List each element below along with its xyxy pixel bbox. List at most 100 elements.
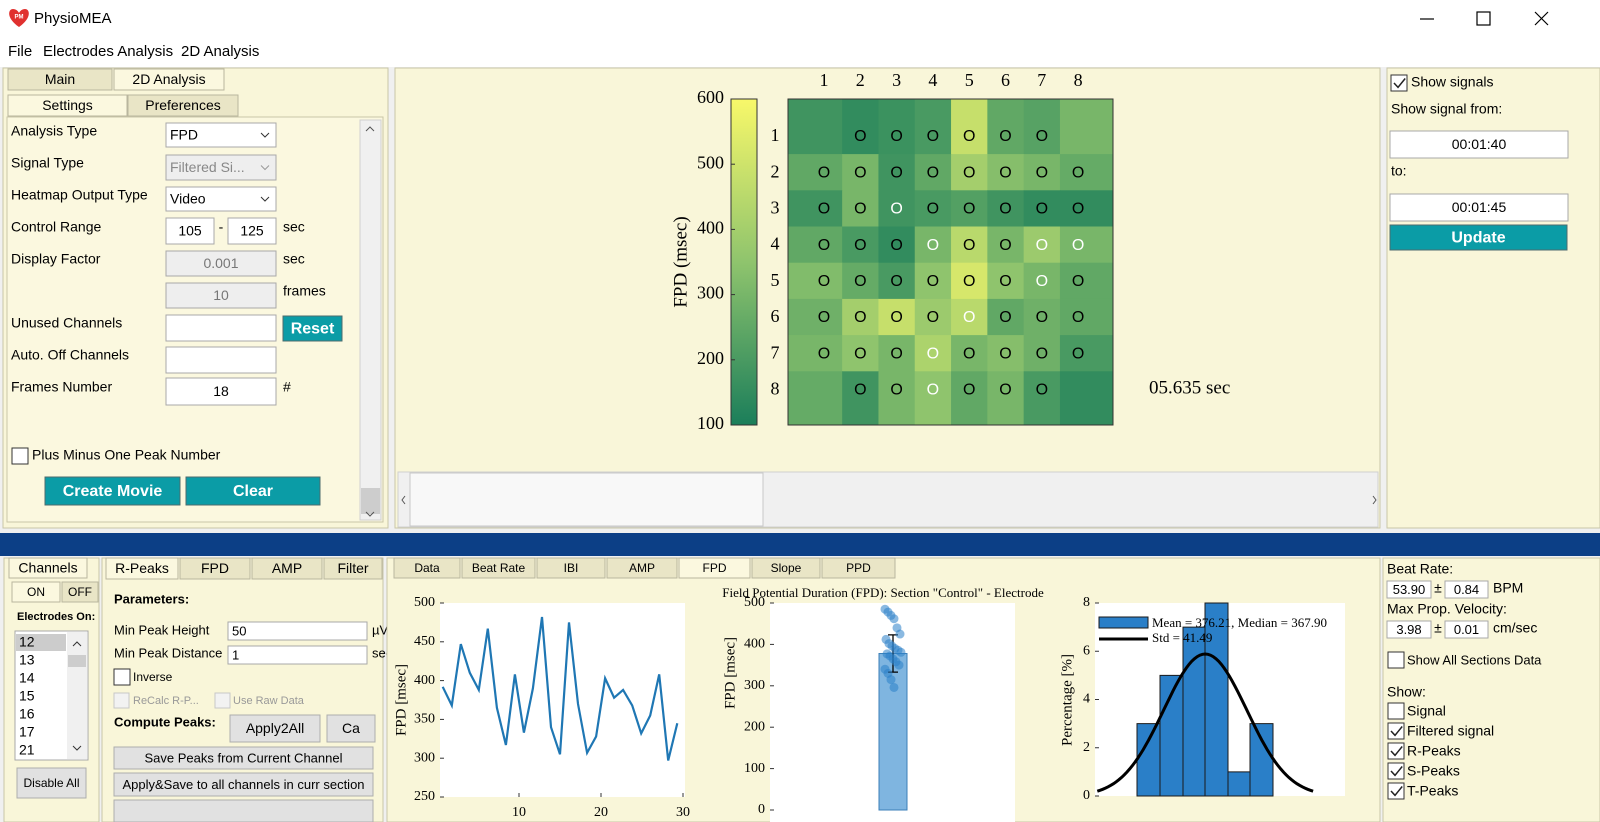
button[interactable] <box>113 799 374 822</box>
column-label: 6 <box>1001 70 1010 90</box>
button[interactable] <box>44 476 181 506</box>
column-label: 1 <box>820 70 829 90</box>
text-field[interactable] <box>165 282 277 309</box>
label: µV <box>372 622 388 637</box>
checkbox[interactable] <box>1387 651 1405 669</box>
heatmap-cell <box>1059 190 1114 227</box>
text-field[interactable] <box>1444 620 1489 639</box>
dropdown[interactable] <box>165 154 277 181</box>
checkbox[interactable] <box>113 668 131 686</box>
tab[interactable] <box>113 68 225 91</box>
tab[interactable] <box>61 581 99 603</box>
text-field[interactable] <box>165 314 277 342</box>
button[interactable] <box>282 315 343 342</box>
dropdown[interactable] <box>165 122 277 148</box>
tab[interactable] <box>751 557 821 579</box>
checkbox[interactable] <box>1387 782 1405 800</box>
field-value: 50 <box>232 623 246 638</box>
button[interactable] <box>16 767 87 799</box>
tab[interactable] <box>105 557 179 580</box>
scroll-thumb[interactable] <box>409 472 764 527</box>
tab-label: OFF <box>68 585 92 599</box>
button[interactable] <box>1389 224 1568 251</box>
text-field[interactable] <box>165 377 277 406</box>
list-item[interactable]: 13 <box>19 652 35 668</box>
button[interactable] <box>229 714 321 743</box>
menu-item[interactable]: 2D Analysis <box>181 43 259 60</box>
tab[interactable] <box>536 557 606 579</box>
text-field[interactable] <box>1389 193 1569 222</box>
button[interactable] <box>326 714 376 743</box>
histogram-bar <box>1227 771 1251 797</box>
text-field[interactable] <box>1444 580 1489 599</box>
text-field[interactable] <box>165 250 277 277</box>
y-tick-label: 300 <box>414 750 435 765</box>
data-point <box>886 675 896 685</box>
heatmap-cell <box>914 298 952 336</box>
heatmap-cell <box>951 226 988 264</box>
text-field[interactable] <box>227 645 368 665</box>
label: ReCalc R-P... <box>133 695 199 707</box>
checkbox[interactable] <box>11 447 29 465</box>
electrode-marker: O <box>890 382 902 399</box>
tab[interactable] <box>323 557 383 580</box>
electrode-marker: O <box>1072 273 1084 290</box>
text-field[interactable] <box>165 217 215 245</box>
list-item[interactable]: 16 <box>19 706 35 722</box>
checkbox[interactable] <box>1387 702 1405 720</box>
text-field[interactable] <box>165 346 277 374</box>
checkbox[interactable] <box>113 692 130 709</box>
text-field[interactable] <box>227 217 277 245</box>
menu-item[interactable]: Electrodes Analysis <box>43 43 173 60</box>
tab[interactable] <box>393 557 461 579</box>
menu-item[interactable]: File <box>8 43 32 60</box>
row-label: 7 <box>771 342 780 362</box>
list-item[interactable]: 14 <box>19 670 35 686</box>
tab[interactable] <box>7 94 128 117</box>
tab[interactable] <box>127 94 239 117</box>
list-item[interactable]: 15 <box>19 688 35 704</box>
checkbox[interactable] <box>1390 74 1408 92</box>
button[interactable] <box>113 772 374 797</box>
list-item[interactable]: 21 <box>19 742 35 758</box>
heatmap-cell <box>951 298 988 336</box>
checkbox[interactable] <box>1387 762 1405 780</box>
tab[interactable] <box>461 557 536 579</box>
button[interactable] <box>113 746 374 770</box>
row-label: 5 <box>771 270 780 290</box>
text-field[interactable] <box>1389 130 1569 159</box>
tab[interactable] <box>11 581 61 603</box>
list-item[interactable]: 12 <box>19 634 35 650</box>
electrode-marker: O <box>963 273 975 290</box>
tab[interactable] <box>606 557 678 579</box>
checkbox[interactable] <box>1387 742 1405 760</box>
list-item[interactable]: 17 <box>19 724 35 740</box>
scroll-thumb[interactable] <box>68 655 86 667</box>
maximize-button[interactable] <box>1476 11 1491 26</box>
close-button[interactable] <box>1534 11 1549 26</box>
heatmap-cell <box>788 226 843 264</box>
electrode-marker: O <box>890 237 902 254</box>
button[interactable] <box>185 476 321 506</box>
checkbox[interactable] <box>214 692 231 709</box>
scrollbar <box>359 119 382 521</box>
y-axis-label: Percentage [%] <box>1059 654 1075 746</box>
tab[interactable] <box>8 557 88 579</box>
tab[interactable] <box>179 557 251 580</box>
y-axis-label: FPD [msec] <box>393 664 409 736</box>
heatmap-cell <box>914 154 952 191</box>
tab[interactable] <box>678 557 751 579</box>
checkbox[interactable] <box>1387 722 1405 740</box>
field-value: Filtered Si... <box>170 159 245 175</box>
tab[interactable] <box>7 68 113 91</box>
tab[interactable] <box>251 557 323 580</box>
scroll-thumb[interactable] <box>361 488 380 514</box>
text-field[interactable] <box>1386 620 1432 639</box>
unit-label: sec <box>283 251 305 267</box>
tab[interactable] <box>821 557 896 579</box>
text-field[interactable] <box>1386 580 1432 599</box>
text-field[interactable] <box>227 621 368 641</box>
dropdown[interactable] <box>165 186 277 212</box>
selection <box>16 634 66 651</box>
